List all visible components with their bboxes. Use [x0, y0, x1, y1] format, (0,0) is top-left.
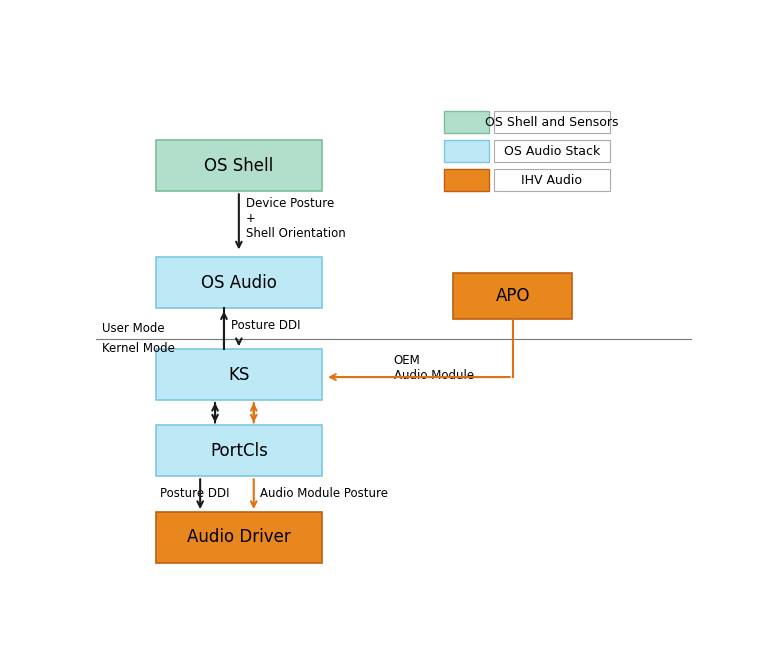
- Text: APO: APO: [495, 287, 530, 305]
- FancyBboxPatch shape: [155, 349, 323, 400]
- Text: KS: KS: [228, 366, 250, 383]
- FancyBboxPatch shape: [155, 426, 323, 477]
- FancyBboxPatch shape: [444, 112, 488, 133]
- FancyBboxPatch shape: [494, 112, 610, 133]
- Text: OS Audio Stack: OS Audio Stack: [504, 145, 600, 157]
- Text: IHV Audio: IHV Audio: [521, 174, 582, 186]
- Text: Audio Module Posture: Audio Module Posture: [260, 486, 388, 500]
- Text: OS Shell and Sensors: OS Shell and Sensors: [485, 116, 618, 129]
- Text: User Mode: User Mode: [102, 323, 164, 335]
- Text: Posture DDI: Posture DDI: [231, 319, 300, 332]
- FancyBboxPatch shape: [494, 140, 610, 162]
- FancyBboxPatch shape: [155, 512, 323, 563]
- FancyBboxPatch shape: [494, 169, 610, 191]
- Text: Device Posture
+
Shell Orientation: Device Posture + Shell Orientation: [246, 197, 346, 241]
- Text: OS Shell: OS Shell: [204, 157, 273, 175]
- Text: Audio Driver: Audio Driver: [187, 528, 291, 547]
- FancyBboxPatch shape: [444, 169, 488, 191]
- Text: PortCls: PortCls: [210, 442, 268, 460]
- Text: Posture DDI: Posture DDI: [161, 486, 230, 500]
- FancyBboxPatch shape: [444, 140, 488, 162]
- Text: Kernel Mode: Kernel Mode: [102, 342, 175, 356]
- FancyBboxPatch shape: [155, 258, 323, 308]
- FancyBboxPatch shape: [155, 140, 323, 191]
- FancyBboxPatch shape: [453, 273, 572, 319]
- Text: OS Audio: OS Audio: [201, 274, 276, 292]
- Text: OEM
Audio Module: OEM Audio Module: [393, 354, 474, 383]
